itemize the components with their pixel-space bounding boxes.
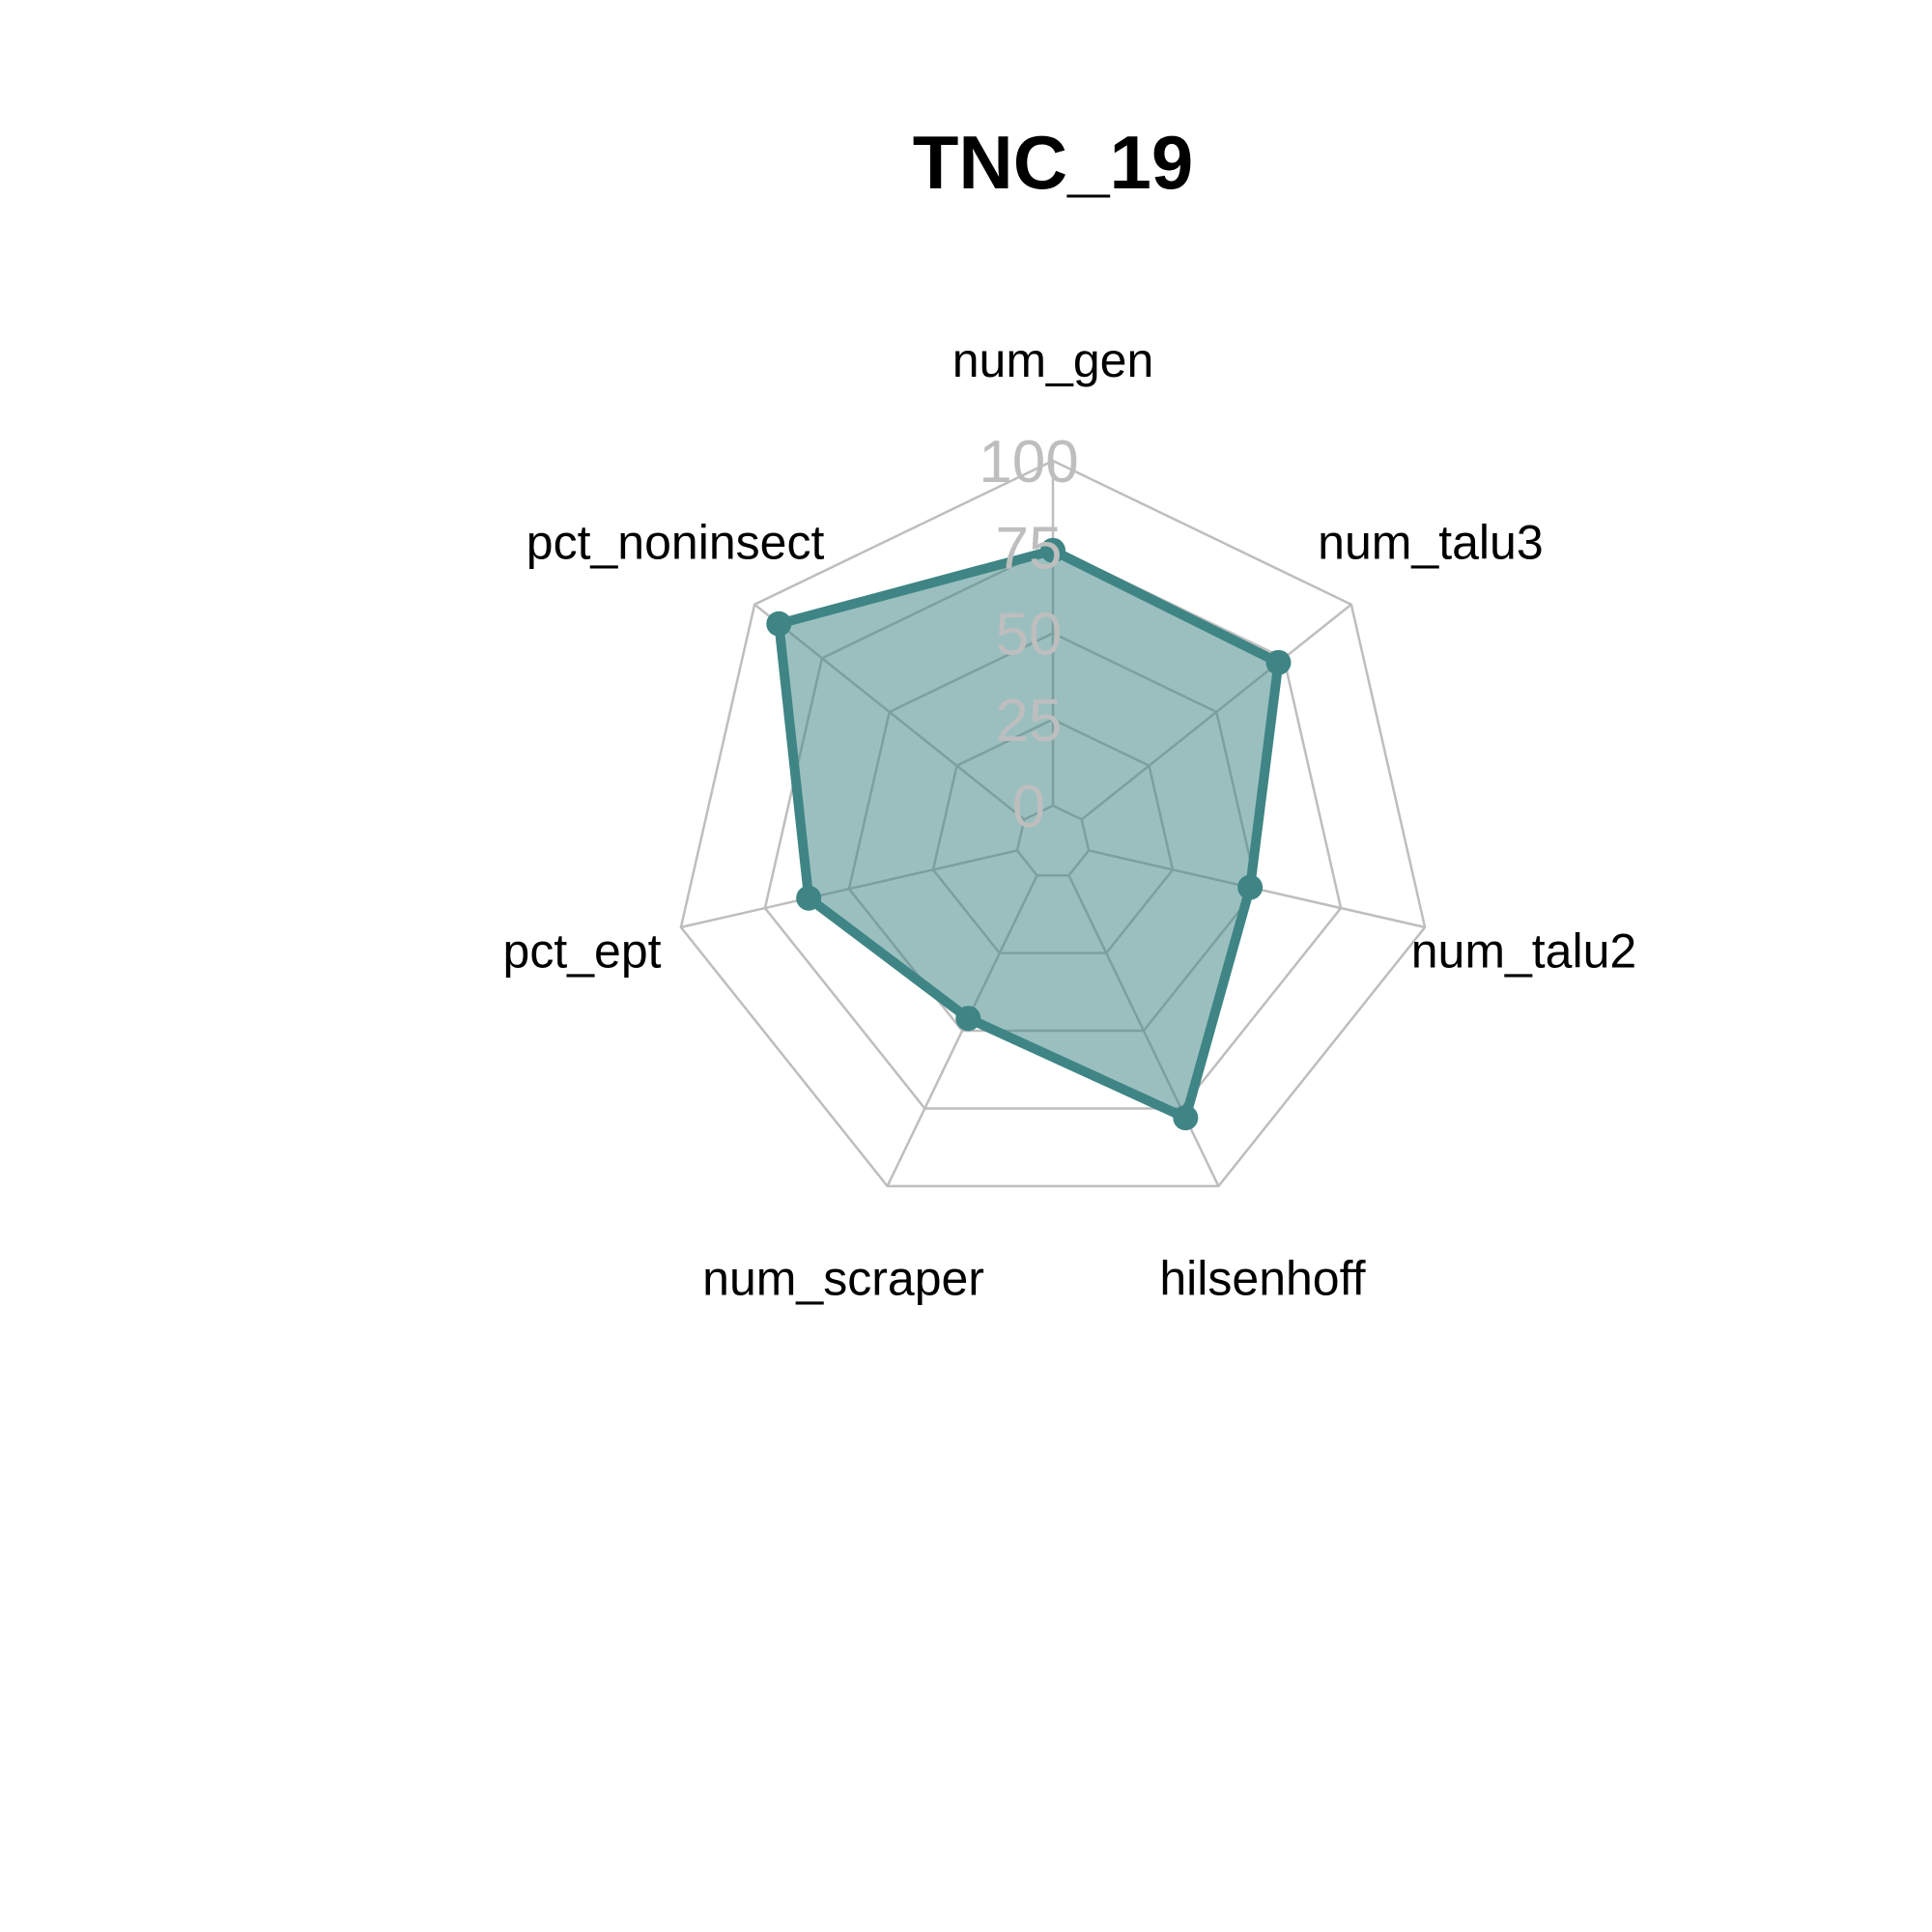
axis-label-num_talu3: num_talu3 — [1318, 515, 1544, 569]
data-point-hilsenhoff — [1173, 1105, 1199, 1131]
radar-tick-labels: 0 25 50 75 100 — [979, 429, 1078, 840]
data-point-pct_noninsect — [766, 611, 792, 637]
tick-label-100: 100 — [979, 429, 1078, 496]
data-point-num_gen — [1040, 537, 1065, 563]
axis-label-pct_noninsect: pct_noninsect — [526, 515, 825, 569]
radar-axis-labels: num_gen num_talu3 num_talu2 hilsenhoff num_s… — [503, 333, 1637, 1305]
data-point-num_scraper — [955, 1006, 981, 1032]
grid-ring-4 — [679, 459, 1427, 1188]
tick-label-75: 75 — [996, 515, 1063, 582]
radar-series — [766, 537, 1292, 1131]
axis-label-num_talu2: num_talu2 — [1411, 923, 1637, 978]
data-point-pct_ept — [796, 885, 822, 911]
axis-label-num_scraper: num_scraper — [702, 1251, 984, 1305]
data-point-num_talu2 — [1237, 874, 1264, 900]
tick-label-0: 0 — [1012, 774, 1045, 840]
axis-label-pct_ept: pct_ept — [503, 923, 662, 978]
data-point-num_talu3 — [1265, 649, 1292, 675]
axis-label-hilsenhoff: hilsenhoff — [1159, 1251, 1365, 1305]
series-area-0 — [774, 545, 1284, 1123]
chart-title: TNC_19 — [913, 120, 1193, 205]
axis-label-num_gen: num_gen — [952, 333, 1154, 387]
tick-label-25: 25 — [996, 688, 1063, 754]
tick-label-50: 50 — [996, 602, 1063, 668]
